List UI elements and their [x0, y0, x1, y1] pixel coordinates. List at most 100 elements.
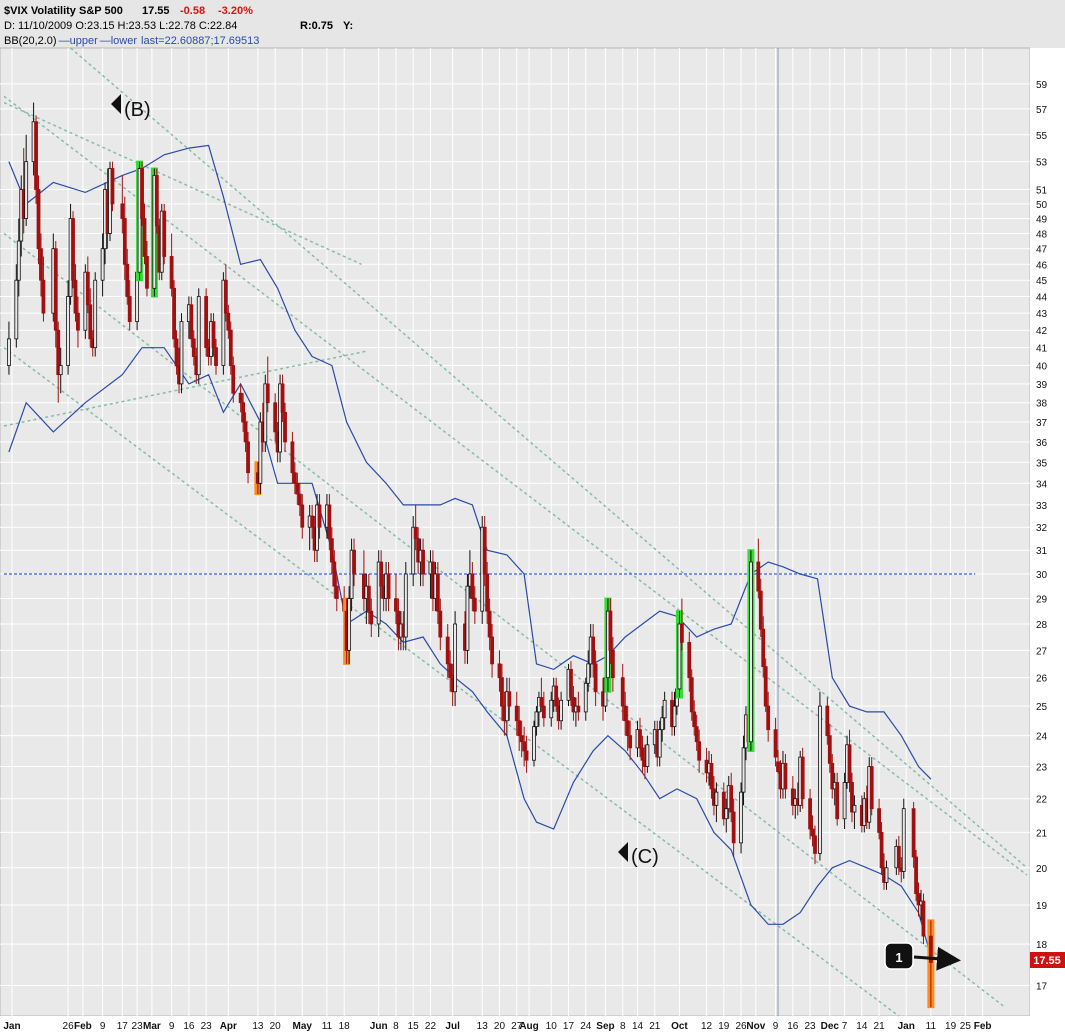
candle-body	[16, 240, 21, 281]
candle-body	[534, 711, 539, 728]
symbol-title: $VIX Volatility S&P 500	[4, 5, 123, 17]
candle	[403, 562, 408, 651]
y-tick-label: 21	[1036, 828, 1048, 839]
candle	[896, 835, 901, 876]
candle-body	[576, 705, 581, 713]
y-tick-label: 51	[1036, 186, 1048, 197]
x-tick-label: Dec	[821, 1021, 840, 1032]
candle	[16, 218, 21, 297]
candle-body	[191, 338, 196, 357]
x-tick-label: 24	[580, 1021, 592, 1032]
x-tick-label: 21	[649, 1021, 661, 1032]
candle-body	[34, 121, 38, 190]
candle-body	[317, 504, 322, 528]
candle	[24, 134, 29, 226]
candle-body	[349, 549, 354, 599]
candle-body	[623, 705, 628, 722]
candle-body	[169, 256, 174, 289]
candle-body	[756, 561, 761, 592]
candle-body	[297, 493, 302, 506]
candle-body	[196, 296, 201, 376]
candle-body	[295, 482, 300, 495]
candle	[369, 598, 374, 638]
candle	[773, 717, 778, 767]
candle	[914, 849, 918, 902]
candle	[214, 338, 218, 375]
candle-body	[731, 811, 736, 844]
candle-body	[896, 845, 901, 869]
candle-body	[724, 808, 729, 820]
candle	[672, 691, 677, 736]
y-tick-label: 59	[1036, 80, 1048, 91]
candle	[534, 706, 539, 736]
candle	[835, 772, 840, 826]
candle-body	[100, 248, 105, 281]
candle	[709, 754, 714, 799]
x-tick-label: Aug	[519, 1021, 538, 1032]
candle-body	[347, 598, 352, 651]
candle-body	[662, 699, 667, 719]
x-tick-label: 23	[201, 1021, 213, 1032]
candle-body	[842, 782, 847, 820]
candle-body	[497, 663, 502, 679]
candle-body	[228, 329, 233, 366]
candle-body	[221, 279, 226, 366]
candle	[241, 393, 246, 432]
candle-body	[93, 279, 98, 349]
candle	[246, 431, 250, 484]
candle-body	[485, 573, 490, 612]
candle-body	[366, 585, 371, 612]
candle	[776, 750, 780, 774]
candle-body	[73, 279, 78, 314]
candle-body	[223, 279, 228, 314]
candle-body	[204, 296, 209, 349]
candle	[571, 686, 576, 721]
candle	[739, 782, 743, 854]
candle	[517, 706, 522, 751]
candle-body	[689, 677, 694, 713]
candle	[300, 494, 305, 539]
x-tick-label: 12	[701, 1021, 713, 1032]
candle	[228, 321, 233, 375]
svg-text:1: 1	[895, 950, 902, 965]
candle	[258, 412, 263, 495]
candle	[539, 677, 544, 712]
candle-body	[470, 573, 475, 599]
x-tick-label: 23	[805, 1021, 817, 1032]
candle-body	[591, 636, 596, 665]
candle	[66, 280, 70, 375]
candle-body	[127, 296, 132, 323]
candle	[85, 256, 90, 314]
candle-body	[541, 705, 546, 719]
candle	[620, 663, 625, 721]
candle	[211, 313, 216, 357]
candle	[714, 782, 719, 823]
trendline-b-wedge-bottom	[3, 350, 367, 427]
y-tick-label: 49	[1036, 215, 1048, 226]
x-tick-label: 27	[511, 1021, 523, 1032]
candle	[122, 196, 127, 281]
y-tick-label: 39	[1036, 380, 1048, 391]
candle	[916, 882, 921, 917]
x-tick-label: 20	[270, 1021, 282, 1032]
candle	[196, 288, 201, 384]
y-tick-label: 53	[1036, 158, 1048, 169]
candle	[586, 650, 591, 692]
candle	[852, 795, 857, 829]
candle	[204, 288, 209, 357]
candle	[697, 729, 702, 773]
candle-body	[825, 705, 830, 737]
candle	[53, 241, 58, 348]
candle-body	[179, 321, 184, 385]
candle-body	[142, 218, 147, 257]
candle	[376, 550, 381, 638]
y-tick-label: 24	[1036, 732, 1048, 743]
candle-body	[140, 168, 144, 219]
candle-body	[172, 287, 176, 340]
candle	[145, 241, 149, 297]
candle-body	[911, 808, 916, 858]
candle	[583, 677, 588, 721]
candle	[14, 264, 19, 348]
candle	[438, 598, 443, 651]
candle-body	[154, 175, 159, 227]
